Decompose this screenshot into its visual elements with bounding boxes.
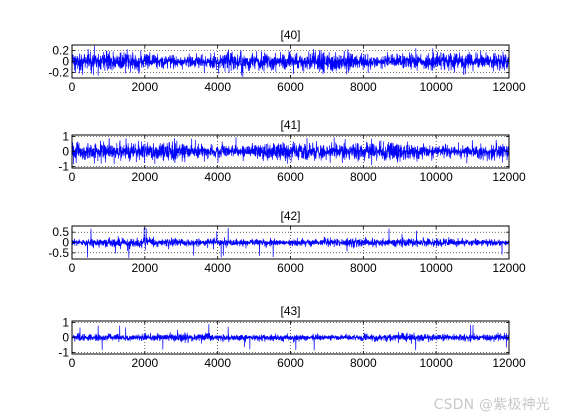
x-tick-label: 12000 <box>492 356 526 370</box>
x-tick-label: 10000 <box>419 80 453 94</box>
series-line <box>72 137 509 165</box>
x-tick-label: 6000 <box>277 261 304 275</box>
x-tick-label: 12000 <box>492 261 526 275</box>
x-tick-label: 4000 <box>204 80 231 94</box>
x-tick-label: 6000 <box>277 80 304 94</box>
y-tick-label: 1 <box>62 316 69 330</box>
y-tick-label: 0.5 <box>52 225 69 239</box>
subplot-title: [42] <box>280 209 300 223</box>
y-tick-label: 0 <box>62 331 69 345</box>
x-tick-label: 10000 <box>419 356 453 370</box>
y-tick-label: 0 <box>62 236 69 250</box>
series-line <box>72 324 509 351</box>
x-tick-label: 8000 <box>350 356 377 370</box>
y-tick-label: 1 <box>62 130 69 144</box>
x-tick-label: 12000 <box>492 170 526 184</box>
y-tick-label: -1 <box>58 346 69 360</box>
y-tick-label: 0 <box>62 145 69 159</box>
watermark-text: CSDN @紫极神光 <box>433 397 550 413</box>
subplot-title: [40] <box>280 28 300 42</box>
y-tick-label: 0.2 <box>52 44 69 58</box>
y-tick-label: -1 <box>58 160 69 174</box>
x-tick-label: 4000 <box>204 356 231 370</box>
y-tick-label: 0 <box>62 55 69 69</box>
x-tick-label: 8000 <box>350 261 377 275</box>
subplot-title: [43] <box>280 304 300 318</box>
x-tick-label: 10000 <box>419 261 453 275</box>
x-tick-label: 0 <box>69 261 76 275</box>
y-tick-label: -0.2 <box>48 66 69 80</box>
x-tick-label: 2000 <box>131 261 158 275</box>
x-tick-label: 6000 <box>277 170 304 184</box>
y-tick-label: -0.5 <box>48 246 69 260</box>
x-tick-label: 2000 <box>131 80 158 94</box>
x-tick-label: 0 <box>69 80 76 94</box>
x-tick-label: 8000 <box>350 170 377 184</box>
x-tick-label: 8000 <box>350 80 377 94</box>
x-tick-label: 0 <box>69 356 76 370</box>
subplot-title: [41] <box>280 118 300 132</box>
x-tick-label: 4000 <box>204 170 231 184</box>
series-line <box>72 227 509 258</box>
x-tick-label: 2000 <box>131 356 158 370</box>
x-tick-label: 6000 <box>277 356 304 370</box>
x-tick-label: 12000 <box>492 80 526 94</box>
x-tick-label: 4000 <box>204 261 231 275</box>
x-tick-label: 0 <box>69 170 76 184</box>
series-line <box>72 45 509 78</box>
x-tick-label: 10000 <box>419 170 453 184</box>
x-tick-label: 2000 <box>131 170 158 184</box>
